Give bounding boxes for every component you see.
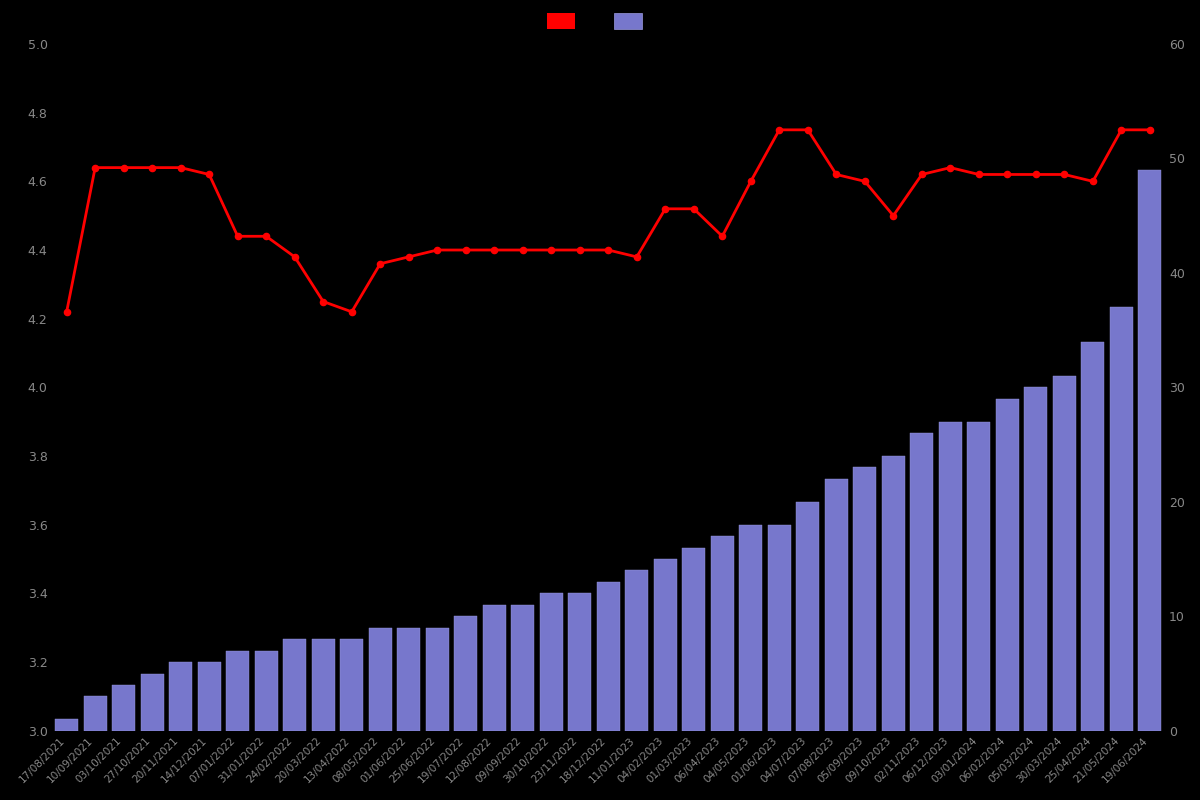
Point — [912, 168, 931, 181]
Bar — [710, 536, 733, 730]
Bar — [768, 525, 791, 730]
Bar — [654, 559, 677, 730]
Point — [286, 250, 305, 263]
Bar — [55, 719, 78, 730]
Bar — [739, 525, 762, 730]
Bar — [683, 548, 706, 730]
Bar — [198, 662, 221, 730]
Bar — [1052, 376, 1075, 730]
Point — [570, 244, 589, 257]
Point — [114, 162, 133, 174]
Bar — [882, 456, 905, 730]
Point — [172, 162, 191, 174]
Bar — [426, 628, 449, 730]
Bar — [911, 433, 934, 730]
Bar — [797, 502, 820, 730]
Legend: , : , — [541, 7, 659, 35]
Bar — [368, 628, 391, 730]
Point — [143, 162, 162, 174]
Point — [1084, 175, 1103, 188]
Bar — [625, 570, 648, 730]
Point — [1140, 123, 1159, 136]
Point — [883, 210, 902, 222]
Bar — [397, 628, 420, 730]
Point — [856, 175, 875, 188]
Bar — [853, 467, 876, 730]
Bar — [938, 422, 961, 730]
Point — [257, 230, 276, 242]
Point — [655, 202, 674, 215]
Bar — [113, 685, 136, 730]
Point — [371, 258, 390, 270]
Bar — [996, 399, 1019, 730]
Bar — [1081, 342, 1104, 730]
Point — [58, 306, 77, 318]
Point — [313, 295, 332, 308]
Point — [514, 244, 533, 257]
Point — [970, 168, 989, 181]
Bar — [540, 594, 563, 730]
Point — [456, 244, 475, 257]
Point — [541, 244, 560, 257]
Point — [713, 230, 732, 242]
Bar — [455, 616, 478, 730]
Bar — [596, 582, 619, 730]
Point — [1111, 123, 1130, 136]
Point — [199, 168, 218, 181]
Point — [85, 162, 104, 174]
Point — [342, 306, 361, 318]
Bar — [1110, 307, 1133, 730]
Point — [1026, 168, 1045, 181]
Bar — [140, 674, 163, 730]
Point — [400, 250, 419, 263]
Point — [628, 250, 647, 263]
Point — [742, 175, 761, 188]
Point — [827, 168, 846, 181]
Point — [798, 123, 817, 136]
Bar — [1139, 170, 1162, 730]
Bar — [569, 594, 592, 730]
Point — [941, 162, 960, 174]
Bar — [312, 639, 335, 730]
Bar — [169, 662, 192, 730]
Point — [997, 168, 1016, 181]
Point — [427, 244, 446, 257]
Bar — [511, 605, 534, 730]
Bar — [967, 422, 990, 730]
Point — [485, 244, 504, 257]
Point — [684, 202, 703, 215]
Bar — [283, 639, 306, 730]
Bar — [84, 696, 107, 730]
Bar — [482, 605, 505, 730]
Bar — [254, 650, 277, 730]
Bar — [227, 650, 250, 730]
Point — [769, 123, 788, 136]
Point — [599, 244, 618, 257]
Bar — [341, 639, 364, 730]
Point — [228, 230, 247, 242]
Bar — [1025, 387, 1048, 730]
Bar — [824, 479, 847, 730]
Point — [1055, 168, 1074, 181]
